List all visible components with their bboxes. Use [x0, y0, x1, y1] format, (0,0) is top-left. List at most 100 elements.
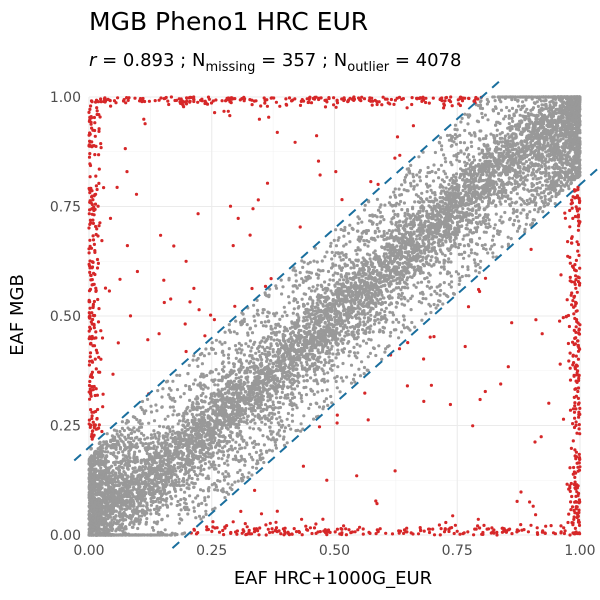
non-outlier-point: [495, 182, 499, 186]
non-outlier-point: [450, 220, 454, 224]
non-outlier-point: [265, 345, 269, 350]
non-outlier-point: [341, 327, 345, 331]
non-outlier-point: [319, 283, 323, 287]
non-outlier-point: [159, 472, 163, 476]
non-outlier-point: [482, 142, 486, 147]
non-outlier-point: [252, 361, 256, 365]
non-outlier-point: [312, 313, 316, 317]
non-outlier-point: [281, 402, 285, 406]
non-outlier-point: [263, 382, 267, 386]
non-outlier-point: [458, 176, 462, 180]
non-outlier-point: [176, 466, 180, 470]
non-outlier-point: [464, 218, 468, 222]
non-outlier-point: [339, 292, 344, 296]
non-outlier-point: [398, 281, 402, 285]
non-outlier-point: [541, 122, 546, 126]
non-outlier-point: [246, 380, 250, 384]
non-outlier-point: [380, 308, 384, 312]
non-outlier-point: [177, 480, 181, 484]
non-outlier-point: [530, 156, 535, 160]
non-outlier-point: [141, 504, 145, 508]
non-outlier-point: [399, 256, 403, 260]
non-outlier-point: [271, 403, 275, 407]
non-outlier-point: [183, 457, 187, 461]
non-outlier-point: [271, 348, 275, 352]
non-outlier-point: [505, 105, 509, 110]
non-outlier-point: [156, 530, 160, 534]
non-outlier-point: [182, 483, 186, 487]
non-outlier-point: [518, 113, 522, 117]
non-outlier-point: [278, 415, 282, 419]
non-outlier-point: [493, 160, 497, 164]
non-outlier-point: [412, 187, 416, 191]
non-outlier-point: [260, 358, 264, 362]
non-outlier-point: [395, 286, 399, 290]
non-outlier-point: [531, 168, 536, 172]
non-outlier-point: [147, 454, 151, 458]
non-outlier-point: [226, 356, 231, 360]
subtitle-outlier-value: = 4078: [389, 50, 461, 71]
non-outlier-point: [334, 356, 338, 360]
non-outlier-point: [331, 331, 335, 335]
non-outlier-point: [350, 311, 354, 315]
non-outlier-point: [238, 417, 242, 421]
non-outlier-point: [234, 440, 238, 444]
non-outlier-point: [274, 364, 279, 368]
non-outlier-point: [451, 188, 455, 192]
non-outlier-point: [305, 373, 309, 377]
non-outlier-point: [416, 281, 420, 285]
non-outlier-point: [102, 527, 106, 531]
non-outlier-point: [454, 188, 458, 192]
non-outlier-point: [376, 226, 380, 230]
non-outlier-point: [490, 186, 494, 190]
non-outlier-point: [355, 263, 359, 268]
non-outlier-point: [499, 183, 503, 187]
non-outlier-point: [110, 518, 114, 522]
non-outlier-point: [159, 443, 163, 448]
non-outlier-point: [190, 461, 195, 466]
non-outlier-point: [343, 319, 347, 323]
non-outlier-point: [234, 382, 238, 387]
non-outlier-point: [278, 324, 282, 328]
non-outlier-point: [418, 237, 422, 241]
non-outlier-point: [333, 284, 337, 288]
non-outlier-point: [296, 379, 300, 383]
non-outlier-point: [252, 357, 256, 361]
non-outlier-point: [461, 207, 465, 211]
non-outlier-point: [418, 226, 422, 230]
non-outlier-point: [474, 215, 478, 220]
non-outlier-point: [134, 496, 138, 500]
non-outlier-point: [257, 427, 261, 431]
non-outlier-point: [117, 514, 121, 518]
non-outlier-point: [185, 481, 189, 486]
non-outlier-point: [322, 363, 326, 367]
non-outlier-point: [218, 408, 222, 412]
non-outlier-point: [223, 402, 227, 407]
non-outlier-point: [546, 141, 550, 145]
non-outlier-point: [162, 489, 167, 493]
non-outlier-point: [478, 158, 482, 162]
non-outlier-point: [464, 164, 468, 168]
non-outlier-point: [208, 441, 212, 446]
non-outlier-point: [402, 224, 406, 228]
non-outlier-point: [251, 427, 256, 431]
non-outlier-point: [143, 467, 147, 471]
non-outlier-point: [406, 209, 410, 213]
non-outlier-point: [384, 263, 388, 268]
non-outlier-point: [158, 505, 162, 510]
non-outlier-point: [375, 279, 379, 283]
non-outlier-point: [420, 258, 424, 262]
non-outlier-point: [406, 286, 410, 290]
non-outlier-point: [163, 417, 167, 421]
non-outlier-point: [403, 297, 407, 301]
non-outlier-point: [394, 278, 398, 282]
non-outlier-point: [445, 236, 449, 240]
non-outlier-point: [211, 441, 215, 445]
non-outlier-point: [207, 448, 211, 452]
non-outlier-point: [289, 341, 293, 345]
non-outlier-point: [535, 145, 539, 149]
non-outlier-point: [305, 346, 309, 350]
non-outlier-point: [283, 376, 287, 380]
non-outlier-point: [146, 482, 151, 486]
non-outlier-point: [509, 158, 514, 162]
